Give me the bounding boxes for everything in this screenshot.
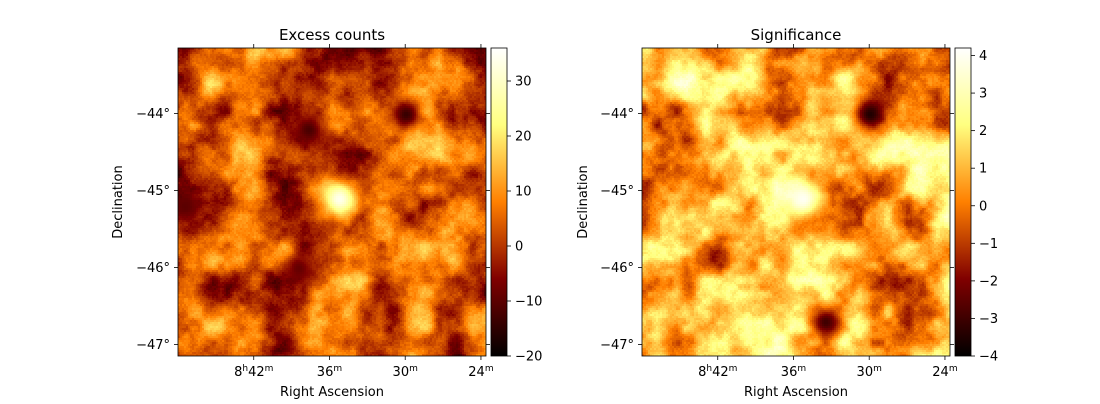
- panel-1-xtick-label-1: 36m: [781, 364, 806, 380]
- panel-1-colorbar-tick-label-0: 4: [979, 49, 987, 64]
- panel-1-ytick-label-2: −46°: [600, 261, 634, 276]
- panel-0-colorbar-tick-label-2: 10: [515, 185, 532, 200]
- panel-1-xtick-label-0: 8h42m: [698, 364, 737, 380]
- panel-1-colorbar-tick-label-6: −2: [979, 274, 998, 289]
- panel-0-ylabel: Declination: [111, 165, 126, 239]
- panel-1-colorbar-tick-label-1: 3: [979, 87, 987, 102]
- panel-1-xtick-label-0-m-unit: m: [729, 364, 738, 374]
- panel-1-xtick-label-2-minutes: 30: [857, 365, 874, 380]
- panel-1-colorbar-tick-label-3: 1: [979, 162, 987, 177]
- panel-0-xtick-label-0: 8h42m: [234, 364, 273, 380]
- panel-0-xtick-label-2-m-unit: m: [409, 364, 418, 374]
- panel-1-xtick-label-2: 30m: [857, 364, 882, 380]
- panel-0-colorbar-tick-label-1: 20: [515, 130, 532, 145]
- panel-0-ytick-label-3: −47°: [136, 338, 170, 353]
- panel-0-colorbar-tick-label-0: 30: [515, 75, 532, 90]
- panel-1-ytick-label-1: −45°: [600, 184, 634, 199]
- panel-0-ytick-label-2: −46°: [136, 261, 170, 276]
- panel-0-axes-frame: [177, 47, 487, 357]
- panel-1-colorbar-tick-label-4: 0: [979, 199, 987, 214]
- panel-0-xtick-label-2: 30m: [393, 364, 418, 380]
- panel-1-colorbar-tick-label-5: −1: [979, 237, 998, 252]
- panel-1-xtick-label-0-h-unit: h: [706, 364, 712, 374]
- panel-1-xtick-label-3-minutes: 24: [932, 365, 949, 380]
- panel-0-heatmap-image: [178, 48, 486, 356]
- panel-1-xtick-label-0-minutes: 42: [712, 365, 729, 380]
- panel-1-xlabel: Right Ascension: [744, 385, 848, 400]
- panel-1-ylabel: Declination: [576, 165, 591, 239]
- panel-1-ytick-label-3: −47°: [600, 338, 634, 353]
- panel-1-colorbar-tick-label-8: −4: [979, 350, 998, 365]
- panel-1-title: Significance: [751, 26, 842, 44]
- panel-0-xlabel: Right Ascension: [280, 385, 384, 400]
- panel-0-xtick-label-3: 24m: [468, 364, 493, 380]
- panel-0-xtick-label-0-m-unit: m: [265, 364, 274, 374]
- panel-0-xtick-label-0-h-unit: h: [242, 364, 248, 374]
- panel-0-ytick-label-0: −44°: [136, 107, 170, 122]
- panel-0-xtick-label-3-m-unit: m: [485, 364, 494, 374]
- panel-0-colorbar-tick-label-4: −10: [515, 295, 542, 310]
- panel-0-xtick-label-1-m-unit: m: [333, 364, 342, 374]
- panel-1-heatmap-image: [642, 48, 950, 356]
- panel-1-xtick-label-1-m-unit: m: [797, 364, 806, 374]
- panel-1-xtick-label-3-m-unit: m: [949, 364, 958, 374]
- panel-1-axes-frame: [641, 47, 951, 357]
- panel-1-ytick-label-0: −44°: [600, 107, 634, 122]
- panel-1-colorbar: [954, 47, 972, 357]
- panel-1-colorbar-tick-label-7: −3: [979, 312, 998, 327]
- panel-0-xtick-label-0-minutes: 42: [248, 365, 265, 380]
- panel-0-xtick-label-1-minutes: 36: [317, 365, 334, 380]
- panel-1-colorbar-tick-label-2: 2: [979, 124, 987, 139]
- panel-0-title: Excess counts: [279, 26, 385, 44]
- panel-0-xtick-label-0-hours: 8: [234, 365, 242, 380]
- panel-0-colorbar-tick-label-5: −20: [515, 350, 542, 365]
- panel-0-xtick-label-2-minutes: 30: [393, 365, 410, 380]
- panel-1-xtick-label-1-minutes: 36: [781, 365, 798, 380]
- panel-1-xtick-label-3: 24m: [932, 364, 957, 380]
- panel-0-xtick-label-3-minutes: 24: [468, 365, 485, 380]
- panel-0-xtick-label-1: 36m: [317, 364, 342, 380]
- panel-1-xtick-label-0-hours: 8: [698, 365, 706, 380]
- panel-1-xtick-label-2-m-unit: m: [873, 364, 882, 374]
- panel-0-colorbar-tick-label-3: 0: [515, 240, 523, 255]
- panel-0-colorbar: [490, 47, 508, 357]
- panel-0-ytick-label-1: −45°: [136, 184, 170, 199]
